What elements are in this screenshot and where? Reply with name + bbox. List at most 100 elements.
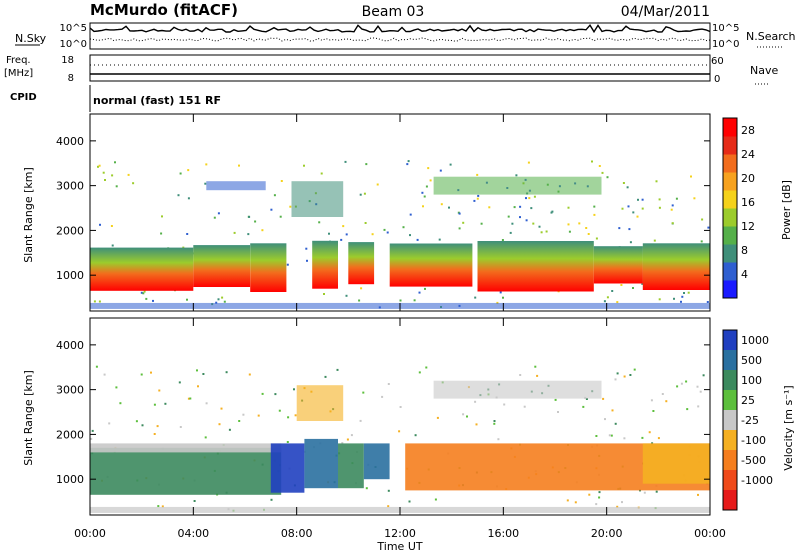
power-colorbar-tick: 4 [741, 268, 748, 281]
velocity-scatter-point [536, 374, 539, 377]
velocity-scatter-point [616, 505, 619, 508]
power-scatter-point [110, 225, 113, 227]
power-colorbar-swatch [723, 244, 737, 263]
velocity-scatter-point [408, 500, 411, 503]
freq-right-tick-bottom: 0 [714, 74, 720, 85]
power-scatter-point [233, 231, 236, 234]
power-scatter-point [238, 164, 240, 167]
velocity-scatter-point [115, 386, 118, 389]
velocity-scatter-point [588, 493, 591, 496]
power-scatter-point [102, 171, 105, 174]
power-echo-band [312, 240, 338, 289]
power-scatter-point [681, 295, 684, 298]
velocity-colorbar-tick: 100 [741, 374, 762, 387]
velocity-scatter-point [466, 415, 468, 418]
velocity-colorbar-tick: 25 [741, 394, 755, 407]
velocity-echo-region [90, 447, 282, 495]
velocity-scatter-point [655, 490, 658, 493]
power-colorbar-swatch [723, 226, 737, 245]
power-scatter-point [98, 300, 101, 303]
power-scatter-point [204, 182, 207, 185]
velocity-colorbar-tick: -1000 [741, 474, 773, 487]
noise-panel-frame [89, 22, 711, 50]
velocity-colorbar-tick: -25 [741, 414, 759, 427]
power-scatter-point [591, 160, 593, 163]
power-scatter-point [606, 176, 609, 179]
power-scatter-point [532, 222, 535, 225]
velocity-scatter-point [503, 403, 506, 406]
velocity-scatter-point [153, 403, 156, 406]
velocity-echo-region [338, 443, 364, 489]
velocity-colorbar-swatch [723, 330, 737, 351]
power-scatter-point [145, 297, 148, 300]
power-scatter-point [593, 213, 596, 216]
velocity-scatter-point [696, 385, 699, 388]
noise-right-tick-top: 10^5 [712, 23, 739, 34]
power-upper-patch [433, 176, 602, 195]
power-scatter-point [637, 198, 639, 201]
velocity-scatter-point [519, 374, 522, 376]
freq-label-line1: Freq. [6, 55, 31, 66]
power-scatter-point [499, 291, 502, 294]
power-scatter-point [603, 300, 606, 303]
velocity-scatter-point [205, 402, 208, 405]
power-scatter-point [585, 227, 588, 229]
velocity-scatter-point [608, 434, 611, 437]
velocity-scatter-point [95, 365, 98, 368]
power-scatter-point [279, 215, 282, 218]
power-colorbar-tick: 8 [741, 244, 748, 257]
power-scatter-point [115, 185, 118, 188]
velocity-scatter-point [278, 409, 281, 412]
power-scatter-point [179, 172, 182, 175]
velocity-colorbar-swatch [723, 470, 737, 491]
power-scatter-point [641, 282, 644, 285]
power-scatter-point [701, 218, 704, 221]
power-scatter-point [97, 165, 99, 168]
power-scatter-point [363, 192, 366, 195]
power-scatter-point [620, 284, 623, 286]
velocity-scatter-point [652, 410, 655, 412]
velocity-scatter-point [141, 424, 144, 427]
power-scatter-point [104, 179, 106, 181]
power-scatter-point [683, 292, 685, 294]
power-scatter-point [213, 216, 216, 219]
power-scatter-point [254, 220, 257, 223]
power-scatter-point [323, 293, 325, 295]
power-scatter-point [422, 205, 424, 208]
power-scatter-point [641, 207, 644, 210]
power-scatter-point [160, 232, 163, 235]
cpid-label: CPID [10, 92, 37, 103]
power-colorbar-tick: 20 [741, 172, 755, 185]
power-scatter-point [448, 206, 450, 209]
power-scatter-point [360, 287, 363, 290]
power-echo-band [193, 245, 251, 287]
velocity-ytick-label: 1000 [56, 473, 84, 486]
velocity-scatter-point [202, 373, 205, 375]
velocity-scatter-point [657, 437, 660, 440]
power-scatter-point [601, 171, 604, 174]
power-scatter-point [513, 206, 516, 209]
power-scatter-point [187, 169, 190, 172]
power-scatter-point [345, 294, 348, 297]
noise-right-tick-bottom: 10^0 [712, 39, 739, 50]
station-title: McMurdo (fitACF) [90, 1, 238, 19]
power-scatter-point [632, 287, 634, 289]
velocity-scatter-point [616, 372, 619, 375]
velocity-colorbar-tick: 1000 [741, 334, 769, 347]
power-scatter-point [305, 247, 308, 250]
power-scatter-point [177, 194, 180, 197]
velocity-scatter-point [399, 406, 402, 408]
power-echo-band [348, 242, 375, 285]
velocity-scatter-point [350, 434, 353, 437]
power-scatter-point [567, 206, 570, 209]
velocity-echo-region [363, 443, 390, 480]
velocity-scatter-point [228, 428, 231, 431]
velocity-colorbar-swatch [723, 430, 737, 451]
power-scatter-point [527, 161, 530, 164]
velocity-scatter-point [462, 413, 465, 416]
velocity-scatter-point [161, 505, 164, 508]
power-colorbar-frame [722, 117, 738, 299]
power-scatter-point [383, 228, 386, 231]
power-scatter-point [519, 205, 522, 208]
power-colorbar-swatch [723, 190, 737, 209]
